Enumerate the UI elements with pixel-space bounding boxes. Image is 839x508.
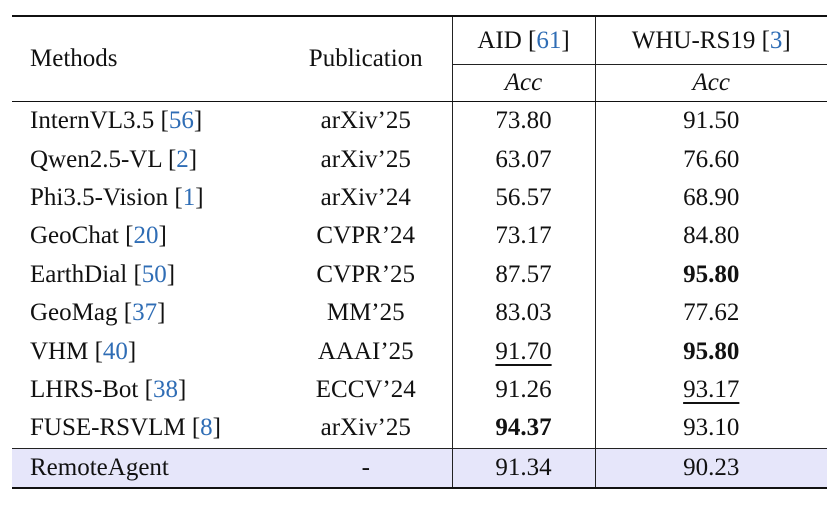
method-citation[interactable]: 1: [182, 183, 196, 211]
publication-cell: ECCV’24: [315, 375, 416, 403]
aid-accuracy-cell: 56.57: [451, 178, 595, 218]
method-name: LHRS-Bot: [30, 375, 139, 403]
aid-accuracy-cell: 83.03: [451, 293, 595, 333]
aid-accuracy-cell: 94.37: [451, 409, 595, 449]
method-name: Phi3.5-Vision: [30, 183, 169, 211]
whu-accuracy-cell: 91.50: [594, 101, 827, 141]
method-name: EarthDial: [30, 260, 128, 288]
method-cell: GeoMag [37]: [30, 299, 166, 327]
table-row: LHRS-Bot [38] ECCV’24 91.26 93.17: [12, 370, 827, 410]
whu-accuracy-value: 77.62: [683, 299, 740, 327]
method-cell: GeoChat [20]: [30, 222, 167, 250]
aid-citation[interactable]: 61: [536, 26, 562, 54]
aid-accuracy-value: 94.37: [495, 414, 552, 442]
table-row: Qwen2.5-VL [2] arXiv’25 63.07 76.60: [12, 140, 827, 179]
aid-accuracy-value: 73.80: [495, 107, 552, 135]
method-cell: FUSE-RSVLM [8]: [30, 414, 221, 442]
method-cell: LHRS-Bot [38]: [30, 375, 187, 403]
aid-accuracy-cell: 73.17: [451, 217, 595, 256]
results-table: Methods Publication AID [61] WHU-RS19 [3…: [12, 15, 827, 489]
whu-accuracy-value: 95.80: [683, 337, 740, 365]
method-citation[interactable]: 2: [176, 145, 189, 173]
method-citation[interactable]: 56: [168, 107, 194, 135]
publication-cell: arXiv’25: [320, 414, 411, 442]
whu-metric: Acc: [594, 64, 827, 102]
header-publication: Publication: [280, 15, 452, 102]
whu-accuracy-value: 95.80: [683, 260, 740, 288]
whu-accuracy-cell: 68.90: [594, 178, 827, 218]
whu-accuracy-value: 93.10: [683, 414, 740, 442]
table-row: Phi3.5-Vision [1] arXiv’24 56.57 68.90: [12, 178, 827, 218]
method-name: GeoChat: [30, 222, 119, 250]
ours-row: RemoteAgent - 91.34 90.23: [12, 447, 827, 489]
aid-accuracy-value: 56.57: [495, 183, 552, 211]
whu-accuracy-value: 68.90: [683, 183, 740, 211]
aid-accuracy-value: 91.26: [495, 375, 552, 403]
aid-accuracy-cell: 87.57: [451, 255, 595, 294]
table-row: EarthDial [50] CVPR’25 87.57 95.80: [12, 255, 827, 294]
method-citation[interactable]: 40: [102, 337, 128, 365]
whu-accuracy-value: 93.17: [683, 375, 740, 403]
table-body: InternVL3.5 [56] arXiv’25 73.80 91.50 Qwen2.…: [12, 101, 827, 449]
aid-accuracy-value: 63.07: [495, 145, 552, 173]
publication-cell: AAAI’25: [317, 337, 414, 365]
publication-cell: arXiv’24: [320, 183, 411, 211]
table-row: VHM [40] AAAI’25 91.70 95.80: [12, 332, 827, 371]
method-cell: Qwen2.5-VL [2]: [30, 145, 198, 173]
whu-accuracy-cell: 95.80: [594, 255, 827, 294]
aid-accuracy-cell: 91.26: [451, 370, 595, 410]
aid-accuracy-value: 83.03: [495, 299, 552, 327]
whu-accuracy-cell: 95.80: [594, 332, 827, 371]
whu-accuracy-value: 91.50: [683, 107, 740, 135]
table-row: InternVL3.5 [56] arXiv’25 73.80 91.50: [12, 101, 827, 141]
aid-accuracy-cell: 73.80: [451, 101, 595, 141]
ours-pub: -: [280, 447, 452, 489]
method-cell: EarthDial [50]: [30, 260, 176, 288]
publication-cell: CVPR’24: [316, 222, 416, 250]
table-row: GeoChat [20] CVPR’24 73.17 84.80: [12, 217, 827, 256]
whu-accuracy-cell: 93.10: [594, 409, 827, 449]
method-name: InternVL3.5: [30, 107, 155, 135]
aid-metric: Acc: [451, 64, 595, 102]
whu-accuracy-cell: 84.80: [594, 217, 827, 256]
header-aid: AID [61]: [451, 15, 595, 65]
table-row: GeoMag [37] MM’25 83.03 77.62: [12, 293, 827, 333]
method-citation[interactable]: 20: [133, 222, 159, 250]
ours-aid: 91.34: [451, 447, 595, 489]
publication-cell: MM’25: [326, 299, 405, 327]
method-citation[interactable]: 8: [200, 414, 213, 442]
header-whu: WHU-RS19 [3]: [594, 15, 827, 65]
publication-cell: arXiv’25: [320, 107, 411, 135]
method-citation[interactable]: 50: [141, 260, 167, 288]
whu-accuracy-value: 76.60: [683, 145, 740, 173]
method-name: FUSE-RSVLM: [30, 414, 186, 442]
method-name: VHM: [30, 337, 89, 365]
aid-accuracy-cell: 63.07: [451, 140, 595, 179]
whu-accuracy-cell: 76.60: [594, 140, 827, 179]
ours-whu: 90.23: [594, 447, 827, 489]
method-citation[interactable]: 38: [152, 375, 178, 403]
aid-accuracy-cell: 91.70: [451, 332, 595, 371]
aid-accuracy-value: 91.70: [495, 337, 552, 365]
method-cell: VHM [40]: [30, 337, 137, 365]
aid-accuracy-value: 73.17: [495, 222, 552, 250]
whu-accuracy-value: 84.80: [683, 222, 740, 250]
method-name: GeoMag: [30, 299, 118, 327]
table-row: FUSE-RSVLM [8] arXiv’25 94.37 93.10: [12, 409, 827, 449]
publication-cell: arXiv’25: [320, 145, 411, 173]
method-cell: Phi3.5-Vision [1]: [30, 183, 204, 211]
ours-method: RemoteAgent: [12, 447, 280, 489]
aid-accuracy-value: 87.57: [495, 260, 552, 288]
method-cell: InternVL3.5 [56]: [30, 107, 203, 135]
whu-accuracy-cell: 93.17: [594, 370, 827, 410]
publication-cell: CVPR’25: [316, 260, 416, 288]
header-methods: Methods: [12, 15, 280, 102]
method-name: Qwen2.5-VL: [30, 145, 162, 173]
method-citation[interactable]: 37: [132, 299, 158, 327]
whu-accuracy-cell: 77.62: [594, 293, 827, 333]
whu-citation[interactable]: 3: [769, 26, 783, 54]
